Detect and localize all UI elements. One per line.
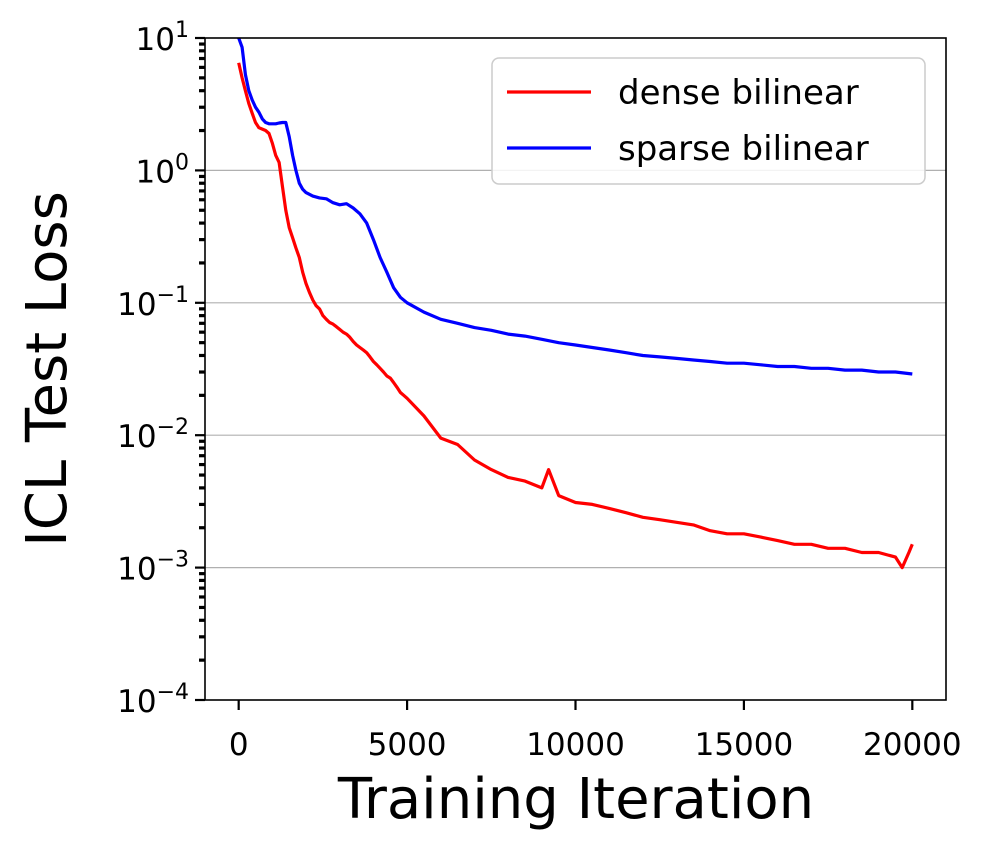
y-tick-label-base: 10	[136, 154, 175, 190]
y-tick-label-exponent: −2	[157, 415, 189, 440]
y-tick-label: 10−2	[117, 415, 189, 455]
y-tick-label-base: 10	[117, 552, 156, 588]
y-tick-label: 10−4	[117, 680, 189, 720]
y-tick-label-base: 10	[117, 684, 156, 720]
series-layer	[237, 37, 914, 570]
y-tick-label-base: 10	[117, 419, 156, 455]
series-line-dense-bilinear	[237, 62, 914, 570]
y-tick-label: 10−3	[117, 548, 189, 588]
y-tick-label: 10−1	[117, 283, 189, 323]
x-tick-label: 20000	[863, 727, 962, 763]
y-tick-label: 101	[136, 18, 189, 58]
y-tick-label-exponent: 0	[175, 150, 189, 175]
legend-label-dense-bilinear: dense bilinear	[618, 73, 859, 113]
y-tick-label-exponent: 1	[175, 18, 189, 43]
x-tick-label: 10000	[526, 727, 625, 763]
series-line-sparse-bilinear	[237, 37, 913, 376]
x-axis-title: Training Iteration	[337, 767, 814, 832]
y-tick-label-base: 10	[117, 287, 156, 323]
y-minor-ticks	[199, 42, 205, 662]
x-tick-label: 0	[229, 727, 249, 763]
legend-label-sparse-bilinear: sparse bilinear	[618, 129, 869, 169]
x-axis: 0 5000 10000 15000 20000	[229, 700, 962, 763]
y-tick-label-exponent: −3	[157, 548, 189, 573]
y-tick-label-exponent: −4	[157, 680, 189, 705]
x-tick-label: 5000	[368, 727, 447, 763]
legend-frame	[491, 57, 926, 185]
x-tick-label: 15000	[695, 727, 794, 763]
y-tick-label: 100	[136, 150, 189, 190]
y-tick-label-exponent: −1	[157, 283, 189, 308]
legend: dense bilinear sparse bilinear	[491, 57, 926, 185]
y-axis-title: ICL Test Loss	[15, 191, 80, 547]
y-tick-label-base: 10	[136, 22, 175, 58]
